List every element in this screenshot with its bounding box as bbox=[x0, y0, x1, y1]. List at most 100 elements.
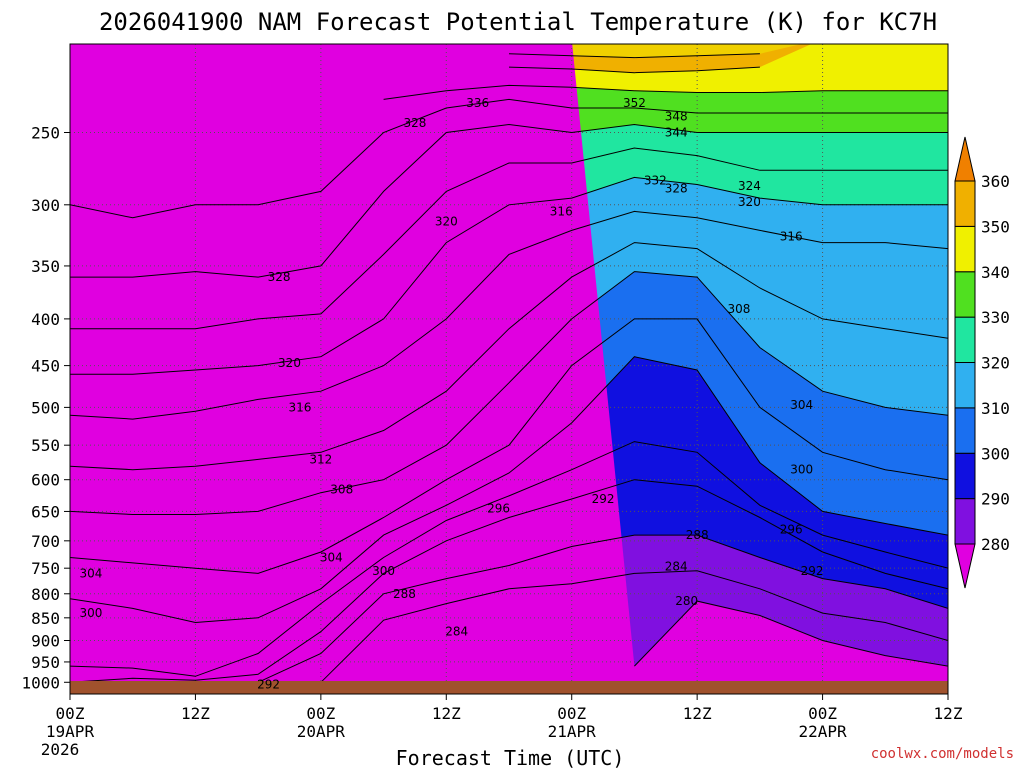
y-tick-label: 650 bbox=[31, 502, 60, 521]
y-tick-label: 850 bbox=[31, 609, 60, 628]
x-tick-label: 12Z bbox=[432, 704, 461, 723]
y-axis: 250 300 350 400 450 500 550 600 650 700 750 800 850 9… bbox=[21, 123, 70, 692]
plot-area bbox=[70, 44, 948, 694]
colorbar-segment bbox=[954, 271, 976, 318]
x-tick-date: 19APR bbox=[46, 722, 95, 741]
plot-frame bbox=[69, 43, 949, 695]
y-tick-label: 450 bbox=[31, 357, 60, 376]
contour-label: 304 bbox=[790, 398, 813, 412]
y-tick-label: 800 bbox=[31, 585, 60, 604]
colorbar-upper-triangle bbox=[954, 136, 976, 182]
contour-316 bbox=[70, 210, 948, 420]
y-tick-label: 700 bbox=[31, 532, 60, 551]
y-tick-label: 400 bbox=[31, 310, 60, 329]
chart-title: 2026041900 NAM Forecast Potential Temper… bbox=[99, 8, 937, 36]
y-tick-label: 600 bbox=[31, 471, 60, 490]
contour-label: 304 bbox=[79, 566, 102, 580]
colorbar-tick-label: 300 bbox=[981, 444, 1010, 463]
x-tick-date: 21APR bbox=[548, 722, 597, 741]
contour-label: 348 bbox=[665, 109, 688, 123]
contour-label: 328 bbox=[665, 182, 688, 196]
contour-label: 312 bbox=[309, 452, 332, 466]
contour-292 bbox=[70, 479, 948, 683]
x-tick-label: 00Z bbox=[306, 704, 335, 723]
contour-324 bbox=[70, 147, 948, 330]
contour-label: 300 bbox=[372, 564, 395, 578]
contour-312 bbox=[70, 242, 948, 471]
contour-label: 280 bbox=[675, 594, 698, 608]
dotted-grid bbox=[70, 44, 948, 694]
contour-label: 320 bbox=[278, 356, 301, 370]
contour-label: 320 bbox=[435, 215, 458, 229]
y-tick-label: 500 bbox=[31, 398, 60, 417]
colorbar-segment bbox=[954, 225, 976, 273]
colorbar-tick-label: 330 bbox=[981, 308, 1010, 327]
contour-label: 292 bbox=[592, 492, 615, 506]
x-tick-label: 12Z bbox=[683, 704, 712, 723]
contour-336 bbox=[383, 84, 948, 100]
credit-link[interactable]: coolwx.com/models bbox=[871, 746, 1014, 762]
contour-label: 328 bbox=[268, 270, 291, 284]
colorbar-lower-triangle bbox=[954, 543, 976, 589]
colorbar-segment bbox=[954, 362, 976, 409]
colorbar-tick-label: 310 bbox=[981, 399, 1010, 418]
contour-label: 308 bbox=[727, 302, 750, 316]
colorbar-segment bbox=[954, 452, 976, 500]
y-tick-label: 900 bbox=[31, 631, 60, 650]
temperature-bands bbox=[70, 44, 948, 694]
contour-288 bbox=[257, 534, 948, 683]
y-tick-label: 750 bbox=[31, 559, 60, 578]
contour-label: 316 bbox=[780, 230, 803, 244]
x-tick-label: 00Z bbox=[56, 704, 85, 723]
contour-300 bbox=[70, 356, 948, 624]
contour-296 bbox=[70, 441, 948, 677]
contour-label: 296 bbox=[487, 501, 510, 515]
colorbar-segment bbox=[954, 180, 976, 227]
contour-label: 300 bbox=[790, 463, 813, 477]
x-tick-label: 00Z bbox=[557, 704, 586, 723]
contour-280 bbox=[634, 600, 948, 667]
colorbar-segment bbox=[954, 498, 976, 545]
contour-label: 332 bbox=[644, 173, 667, 187]
x-tick-date: 22APR bbox=[798, 722, 847, 741]
colorbar-tick-label: 340 bbox=[981, 263, 1010, 282]
contour-label: 352 bbox=[623, 96, 646, 110]
colorbar-segment bbox=[954, 316, 976, 363]
x-tick-date: 20APR bbox=[297, 722, 346, 741]
y-tick-label: 950 bbox=[31, 653, 60, 672]
y-tick-label: 250 bbox=[31, 123, 60, 142]
contour-lines bbox=[70, 53, 948, 683]
contour-label: 288 bbox=[393, 587, 416, 601]
contour-label: 316 bbox=[550, 204, 573, 218]
contour-label: 316 bbox=[288, 400, 311, 414]
contour-320 bbox=[70, 176, 948, 375]
contour-label: 324 bbox=[738, 179, 761, 193]
ground-surface bbox=[70, 681, 948, 694]
contour-332 bbox=[70, 98, 948, 219]
contour-308 bbox=[70, 271, 948, 515]
contour-label: 284 bbox=[445, 625, 468, 639]
y-tick-label: 550 bbox=[31, 436, 60, 455]
x-axis-label: Forecast Time (UTC) bbox=[396, 746, 625, 768]
contour-label: 300 bbox=[79, 606, 102, 620]
contour-label: 284 bbox=[665, 560, 688, 574]
x-tick-label: 12Z bbox=[934, 704, 963, 723]
y-tick-label: 1000 bbox=[21, 673, 60, 692]
contour-label: 292 bbox=[257, 677, 280, 691]
colorbar-tick-label: 280 bbox=[981, 535, 1010, 554]
contour-label: 308 bbox=[330, 482, 353, 496]
contour-label: 304 bbox=[320, 550, 343, 564]
contour-284 bbox=[320, 570, 948, 683]
x-tick-label: 00Z bbox=[808, 704, 837, 723]
contour-label: 288 bbox=[686, 528, 709, 542]
contour-352 bbox=[508, 53, 760, 59]
contour-328 bbox=[70, 123, 948, 278]
contour-labels: 3523483443363323283283243203163163203283… bbox=[79, 96, 823, 691]
contour-label: 328 bbox=[403, 116, 426, 130]
contour-label: 320 bbox=[738, 195, 761, 209]
colorbar: 280 290 300 310 320 330 340 350 360 bbox=[954, 136, 1010, 589]
contour-label: 344 bbox=[665, 125, 688, 139]
x-tick-label: 12Z bbox=[181, 704, 210, 723]
